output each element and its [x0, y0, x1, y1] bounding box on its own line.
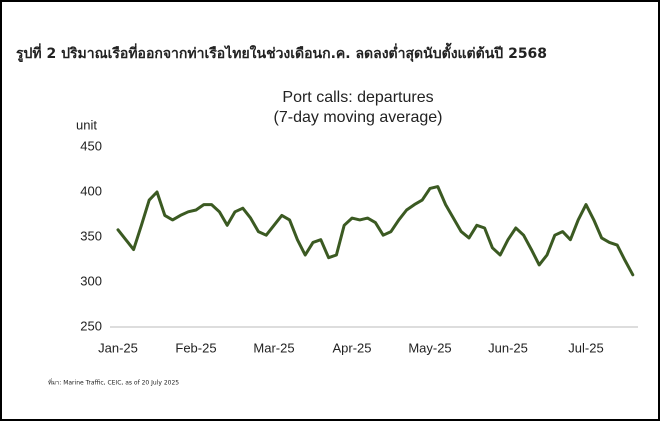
x-tick-label: Mar-25	[253, 340, 294, 355]
chart-subtitle: (7-day moving average)	[274, 109, 443, 126]
x-tick-label: May-25	[408, 340, 451, 355]
y-tick-label: 350	[80, 228, 102, 243]
y-axis-label: unit	[76, 117, 97, 132]
x-tick-label: Apr-25	[332, 340, 371, 355]
y-tick-label: 400	[80, 183, 102, 198]
y-tick-label: 300	[80, 273, 102, 288]
heading: รูปที่ 2 ปริมาณเรือที่ออกจากท่าเรือไทยใน…	[16, 42, 547, 62]
source-note: ที่มา: Marine Traffic, CEIC, as of 20 Ju…	[48, 379, 179, 387]
y-tick-label: 450	[80, 138, 102, 153]
x-tick-label: Feb-25	[175, 340, 216, 355]
data-line	[116, 185, 635, 277]
x-tick-label: Jul-25	[568, 340, 603, 355]
chart-title: Port calls: departures	[282, 89, 433, 106]
x-tick-label: Jun-25	[488, 340, 528, 355]
y-tick-label: 250	[80, 318, 102, 333]
x-tick-label: Jan-25	[98, 340, 138, 355]
